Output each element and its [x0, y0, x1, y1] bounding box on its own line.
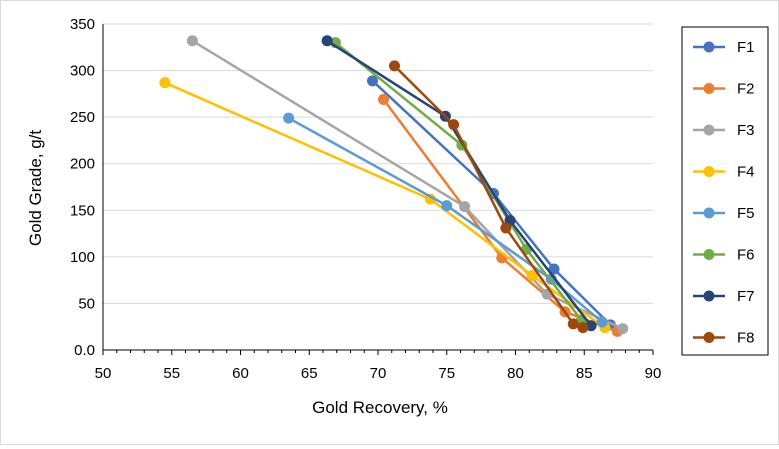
x-tick-label: 50: [95, 365, 112, 382]
legend-item-f3: F3: [693, 122, 755, 139]
series-line: [287, 117, 603, 324]
legend-label: F6: [737, 247, 755, 264]
data-point: [283, 112, 295, 124]
x-tick-label: 60: [232, 365, 249, 382]
data-point: [567, 318, 579, 330]
data-point: [526, 269, 538, 281]
data-point: [459, 201, 471, 213]
data-point: [186, 35, 198, 47]
data-point: [577, 322, 589, 334]
data-point: [441, 200, 453, 212]
series-line: [326, 39, 593, 327]
legend-label: F1: [737, 39, 755, 56]
axes: [102, 24, 654, 355]
legend-marker: [703, 41, 715, 53]
legend-marker: [703, 166, 715, 177]
data-point: [448, 119, 460, 131]
legend-marker: [703, 290, 715, 302]
y-tick-label: 50: [78, 295, 95, 312]
x-tick-label: 80: [507, 365, 524, 382]
legend-marker: [703, 207, 715, 219]
legend-label: F3: [737, 122, 755, 139]
legend-item-f1: F1: [693, 39, 755, 56]
legend-marker: [703, 249, 715, 260]
legend-marker: [703, 83, 715, 94]
x-tick-label: 85: [576, 365, 593, 382]
legend: F1 F2 F3 F4 F5 F6 F7 F8: [681, 26, 769, 356]
y-tick-label: 350: [70, 16, 95, 33]
series-f3: [186, 35, 629, 335]
data-point: [367, 75, 378, 87]
gridlines: [103, 23, 653, 304]
legend-item-f5: F5: [693, 205, 755, 222]
data-point: [617, 323, 629, 335]
legend-label: F8: [737, 330, 755, 347]
data-point: [424, 193, 436, 205]
y-tick-label: 100: [70, 249, 95, 266]
x-tick-label: 70: [370, 365, 387, 382]
y-tick-label: 300: [70, 63, 95, 80]
legend-item-f6: F6: [693, 247, 755, 264]
series-line: [191, 39, 624, 330]
y-tick-label: 150: [70, 202, 95, 219]
legend-item-f7: F7: [693, 288, 755, 305]
series-f7: [321, 35, 597, 332]
y-tick-label: 250: [70, 109, 95, 126]
series-line: [371, 79, 612, 326]
x-tick-label: 65: [301, 365, 318, 382]
legend-label: F7: [737, 288, 755, 305]
y-tick-label: 0.0: [74, 342, 95, 359]
series-f5: [283, 112, 608, 328]
data-point: [378, 93, 389, 105]
legend-label: F5: [737, 205, 755, 222]
legend-label: F4: [737, 164, 755, 181]
series-f1: [367, 75, 616, 331]
legend-item-f8: F8: [693, 330, 755, 347]
data-point: [321, 35, 333, 47]
legend-marker: [703, 124, 715, 136]
data-series: [159, 35, 629, 337]
legend-item-f4: F4: [693, 164, 755, 181]
y-tick-label: 200: [70, 156, 95, 173]
series-f8: [389, 60, 589, 334]
data-point: [389, 60, 400, 72]
x-tick-label: 55: [163, 365, 180, 382]
data-point: [585, 320, 597, 332]
x-tick-label: 75: [438, 365, 455, 382]
legend-marker: [703, 332, 715, 343]
data-point: [548, 263, 560, 275]
legend-box: [681, 26, 769, 356]
legend-item-f2: F2: [693, 81, 755, 98]
y-axis-title: Gold Grade, g/t: [26, 130, 45, 247]
data-point: [596, 316, 608, 328]
x-axis-title: Gold Recovery, %: [312, 398, 448, 417]
data-point: [159, 77, 171, 89]
legend-label: F2: [737, 81, 755, 98]
data-point: [500, 222, 512, 234]
x-tick-label: 90: [645, 365, 662, 382]
